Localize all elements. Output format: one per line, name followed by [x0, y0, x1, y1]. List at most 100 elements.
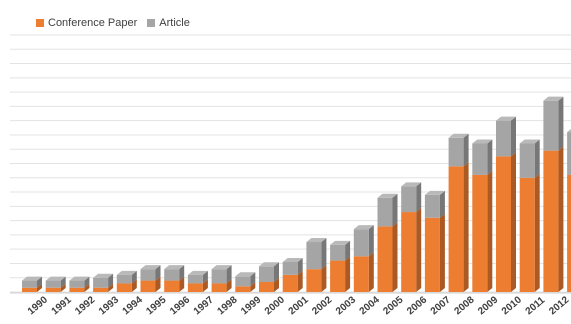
bar-conference-paper-1992	[69, 287, 85, 292]
bar-side-article-1999	[250, 272, 256, 287]
x-tick-label-1995: 1995	[144, 294, 168, 317]
bar-side-article-1991	[60, 276, 66, 288]
bar-conference-paper-2001	[282, 274, 298, 292]
x-tick-label-1996: 1996	[168, 294, 192, 317]
x-tick-label-2000: 2000	[263, 294, 287, 317]
bar-top-article-1997	[187, 270, 208, 275]
bar-article-1997	[187, 274, 203, 284]
x-tick-label-1991: 1991	[50, 294, 74, 317]
x-tick-label-1992: 1992	[73, 294, 97, 317]
bar-article-1995	[140, 269, 156, 281]
bar-side-conference-paper-1994	[131, 279, 137, 292]
bar-side-conference-paper-2012	[558, 146, 564, 292]
bar-top-article-1995	[140, 265, 161, 270]
bar-article-2005	[377, 197, 393, 227]
bar-conference-paper-2011	[519, 177, 535, 292]
bar-article-2012	[543, 100, 559, 151]
bar-top-article-2008	[448, 133, 469, 138]
bar-top-article-1990	[22, 276, 42, 281]
x-tick-label-1993: 1993	[97, 294, 121, 317]
bar-article-1996	[164, 269, 180, 281]
bar-article-2004	[353, 229, 369, 257]
bar-article-2000	[259, 266, 274, 283]
bar-conference-paper-1999	[235, 286, 251, 292]
x-tick-label-2009: 2009	[476, 294, 500, 317]
bar-side-article-2002	[321, 238, 327, 270]
bar-conference-paper-1990	[22, 287, 37, 292]
x-tick-label-1994: 1994	[121, 294, 145, 317]
bar-side-article-2004	[368, 225, 374, 257]
bar-side-article-1996	[179, 265, 185, 281]
legend-item-article[interactable]: Article	[147, 17, 190, 29]
x-tick-label-2012: 2012	[547, 294, 571, 317]
bar-top-article-2007	[424, 190, 445, 195]
bar-side-conference-paper-2000	[274, 278, 279, 292]
x-tick-label-1990: 1990	[26, 294, 50, 317]
bar-article-2009	[472, 143, 488, 175]
x-tick-label-1998: 1998	[215, 294, 239, 317]
x-tick-label-2003: 2003	[334, 294, 358, 317]
bar-conference-paper-1997	[187, 283, 203, 292]
bar-top-article-2009	[472, 139, 493, 144]
bar-side-article-1998	[226, 265, 232, 284]
bar-side-conference-paper-1990	[37, 283, 42, 292]
bar-top-article-1994	[116, 270, 137, 275]
bar-top-article-1993	[93, 273, 114, 278]
bar-side-conference-paper-1995	[155, 276, 161, 292]
legend-item-conference-paper[interactable]: Conference Paper	[36, 17, 137, 29]
bar-top-article-2000	[259, 262, 279, 267]
bar-side-conference-paper-1998	[226, 279, 232, 292]
bar-side-article-1994	[131, 270, 137, 284]
bar-article-1992	[69, 280, 85, 288]
x-tick-label-2005: 2005	[381, 294, 405, 317]
bar-article-2008	[448, 137, 464, 167]
bar-conference-paper-2012	[543, 150, 559, 292]
bar-side-conference-paper-2008	[463, 162, 469, 292]
bar-side-article-2003	[345, 240, 351, 261]
bar-top-article-1999	[235, 272, 256, 277]
x-tick-label-2007: 2007	[429, 294, 453, 317]
bar-conference-paper-2003	[330, 260, 346, 292]
bar-side-conference-paper-1991	[60, 283, 66, 292]
bar-conference-paper-2013	[567, 174, 571, 292]
bar-side-conference-paper-2010	[511, 152, 516, 292]
bar-article-1993	[93, 277, 109, 288]
bar-conference-paper-2002	[306, 269, 322, 292]
bar-conference-paper-1991	[45, 287, 61, 292]
bar-top-article-1992	[69, 276, 90, 281]
legend: Conference Paper Article	[36, 17, 190, 29]
bar-side-conference-paper-1997	[202, 279, 208, 292]
bar-side-article-1995	[155, 265, 161, 281]
legend-swatch-conference-paper	[36, 19, 44, 27]
bar-side-conference-paper-2001	[297, 270, 303, 292]
bar-top-article-2010	[496, 116, 516, 121]
x-tick-label-2008: 2008	[452, 294, 476, 317]
bar-conference-paper-2000	[259, 282, 274, 292]
bar-side-conference-paper-2007	[439, 213, 445, 292]
bar-side-conference-paper-2004	[368, 252, 374, 292]
bar-side-article-1990	[37, 276, 42, 288]
bar-side-article-2010	[511, 116, 516, 157]
legend-swatch-article	[147, 19, 156, 27]
bar-side-conference-paper-1993	[108, 283, 114, 292]
bar-article-2001	[282, 262, 298, 275]
bar-side-article-1992	[84, 276, 90, 288]
bar-side-article-1997	[202, 270, 208, 284]
bar-top-article-1991	[45, 276, 66, 281]
x-tick-label-2006: 2006	[405, 294, 429, 317]
bar-side-article-2007	[439, 190, 445, 218]
bar-top-article-1998	[211, 265, 232, 270]
bar-article-1994	[116, 274, 132, 284]
bar-article-2007	[424, 194, 440, 218]
bar-top-article-2003	[330, 240, 351, 245]
bar-top-article-2012	[543, 96, 564, 101]
bar-conference-paper-1993	[93, 287, 109, 292]
bar-side-article-2006	[416, 182, 422, 213]
bar-top-article-2011	[519, 139, 540, 144]
bar-top-article-2006	[401, 182, 422, 187]
bar-conference-paper-2006	[401, 212, 417, 292]
bar-article-1991	[45, 280, 61, 288]
bar-top-article-2013	[567, 128, 571, 133]
bar-side-article-2001	[297, 258, 303, 275]
bar-side-conference-paper-2002	[321, 265, 327, 292]
